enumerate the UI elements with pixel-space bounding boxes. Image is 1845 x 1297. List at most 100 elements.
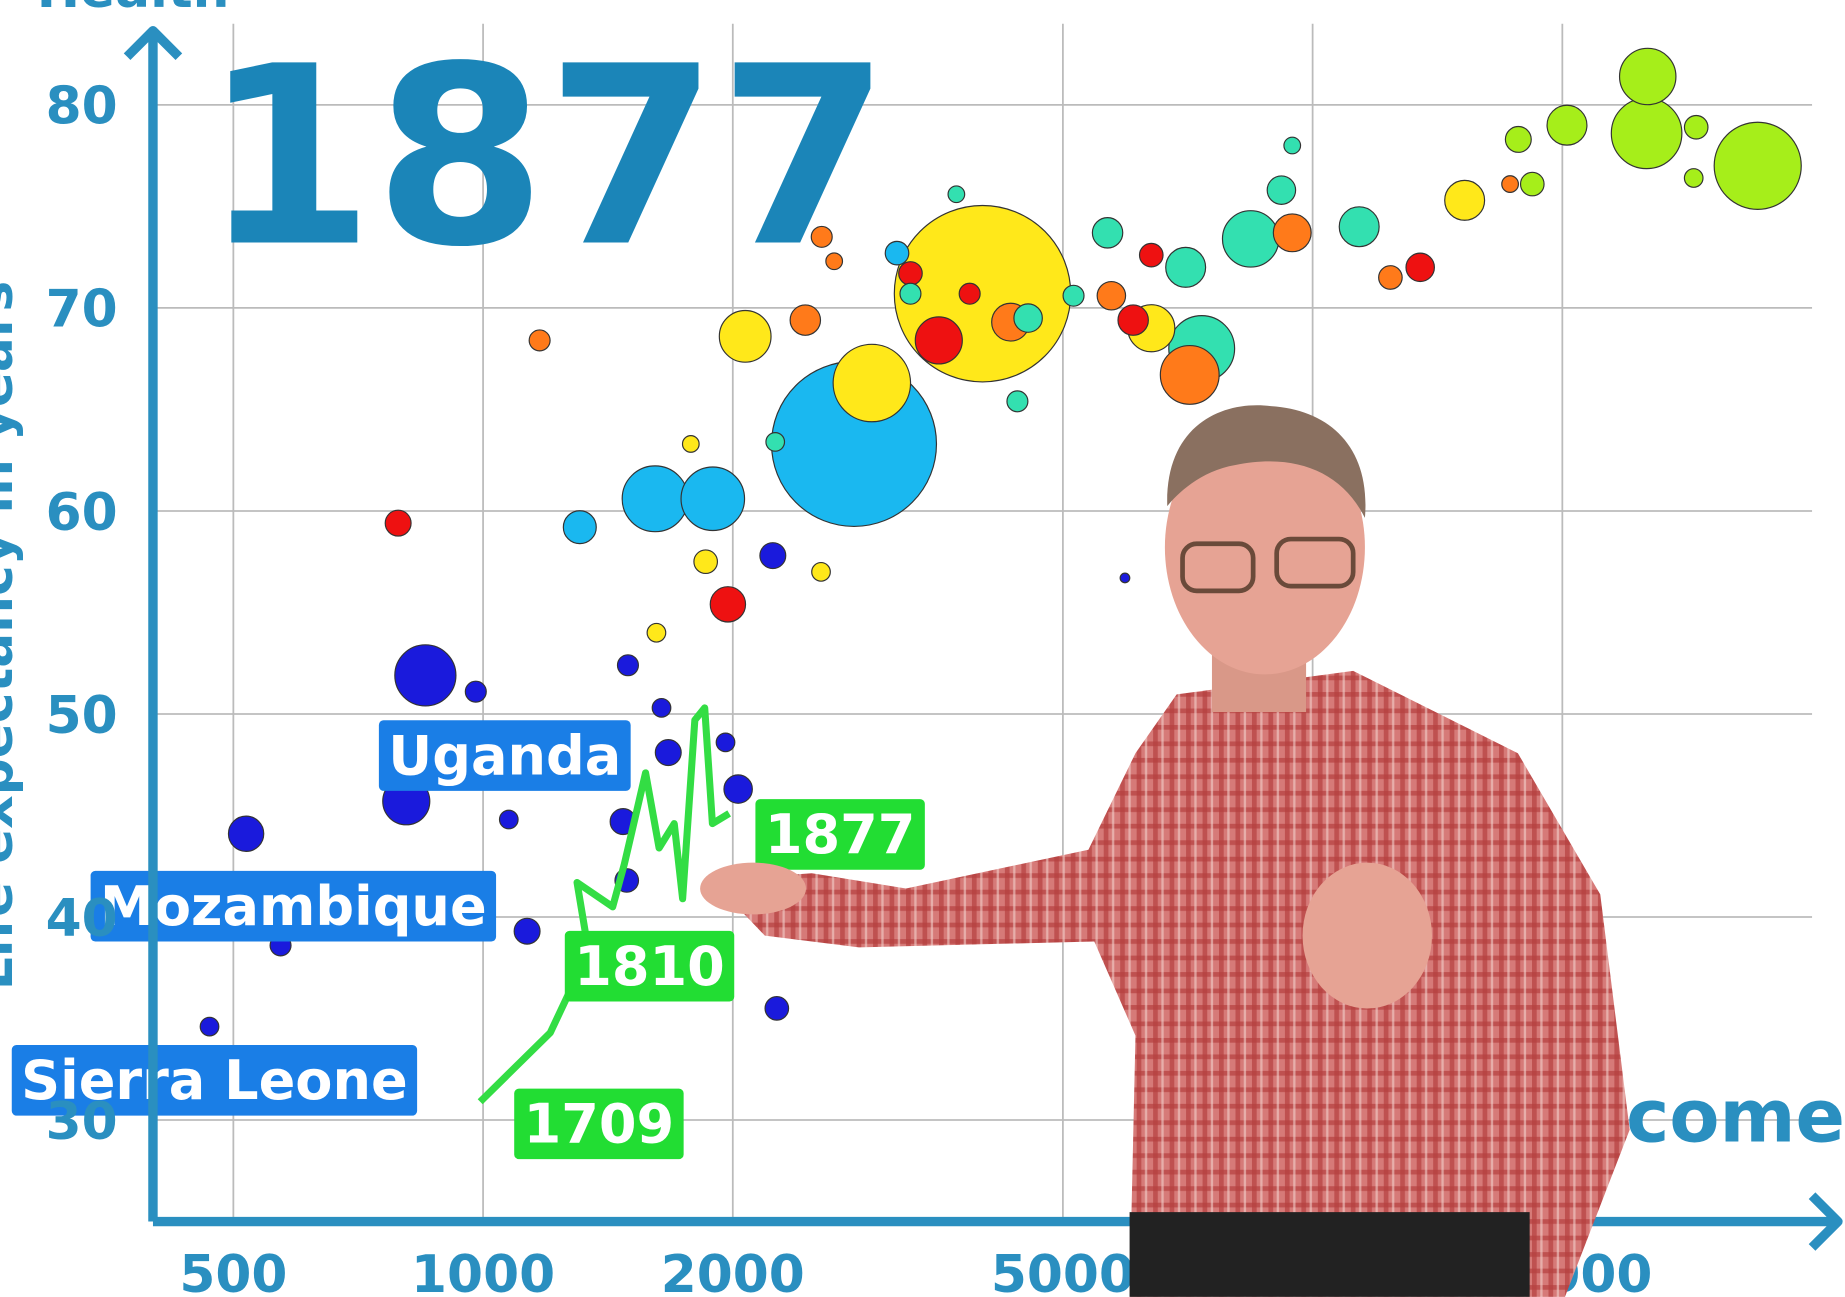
bubble (1405, 252, 1435, 283)
bubble (723, 774, 753, 804)
trousers (1129, 1212, 1530, 1297)
bubble (1013, 303, 1043, 333)
bubble (227, 815, 265, 852)
bubble (384, 509, 412, 537)
bubble (1117, 304, 1149, 336)
trail-year-label-box (514, 1088, 684, 1160)
bubble (1091, 217, 1124, 249)
bubble (1096, 280, 1127, 311)
country-label: Sierra Leone (21, 1049, 408, 1112)
bubble (621, 465, 689, 533)
country-label-box (11, 1045, 418, 1116)
bubble (1165, 246, 1207, 288)
bubble (693, 549, 719, 575)
bubble (1683, 168, 1704, 188)
y-tick-label: 80 (46, 77, 118, 137)
bubble (789, 304, 822, 336)
bubble (1272, 213, 1312, 253)
bubble (1504, 125, 1532, 153)
bubble (1283, 136, 1302, 155)
bubble (394, 644, 457, 707)
bubble (464, 680, 487, 703)
bubble (899, 282, 922, 305)
bubble (914, 316, 963, 365)
y-axis-label: Life expectancy in years (0, 281, 25, 990)
bubble (646, 622, 667, 643)
bubble (1266, 175, 1297, 205)
trail-year-label-box (755, 799, 925, 870)
bubble (1546, 104, 1588, 146)
trail-year-label: 1877 (765, 803, 916, 866)
bubble (764, 996, 790, 1021)
bubble (1519, 171, 1545, 197)
bubble (1119, 572, 1131, 584)
pointing-hand (700, 862, 807, 915)
fist (1302, 862, 1432, 1009)
head (1164, 420, 1365, 675)
bubble (654, 739, 682, 767)
bubble (681, 435, 700, 453)
bubble (199, 1016, 220, 1037)
bubble (958, 282, 981, 305)
bubble (765, 432, 786, 452)
trail-year-label: 1709 (524, 1093, 675, 1156)
presenter (700, 405, 1630, 1297)
x-tick-label: 1000 (411, 1245, 555, 1297)
chart-title: Health (37, 0, 230, 20)
hair (1167, 405, 1366, 518)
axes (123, 26, 1843, 1251)
bubble (759, 542, 787, 570)
bubble (715, 732, 736, 753)
trail-year-label-box (564, 930, 735, 1002)
bubble (513, 917, 541, 945)
bubble (651, 697, 672, 718)
bubble (1444, 179, 1486, 221)
y-tick-label: 50 (46, 686, 118, 746)
y-tick-label: 40 (46, 889, 118, 949)
bubble (811, 561, 831, 582)
bubble (616, 654, 639, 677)
bubble (1062, 284, 1085, 307)
bubble (1501, 175, 1519, 193)
bubble (810, 225, 833, 248)
shirt (711, 670, 1630, 1297)
bubble (1378, 265, 1403, 290)
marks (199, 47, 1802, 1105)
bubble (1338, 206, 1380, 248)
y-tick-label: 30 (46, 1092, 118, 1152)
bubble (825, 252, 844, 271)
country-label: Uganda (388, 724, 621, 787)
x-tick-label: 2000 (661, 1245, 805, 1297)
y-tick-label: 60 (46, 483, 118, 543)
country-label: Mozambique (100, 875, 487, 938)
bubble (718, 309, 772, 363)
bubble (1138, 242, 1164, 268)
glasses-left (1180, 541, 1256, 594)
country-label-box (90, 870, 497, 942)
bubble (709, 586, 747, 623)
bubble (562, 510, 597, 545)
year-label: 1877 (202, 15, 890, 302)
bubble (1610, 97, 1683, 170)
bubble (884, 240, 910, 266)
bubble (1618, 47, 1677, 106)
labels: Uganda Mozambique Sierra Leone 1877 1810 1709 (11, 720, 925, 1160)
glasses-right (1274, 536, 1356, 589)
bubble (498, 809, 519, 830)
bubble (1713, 121, 1802, 210)
bubble (1159, 344, 1220, 405)
trail-year-label: 1810 (574, 935, 725, 998)
bubble (1683, 114, 1709, 140)
bubble (1006, 390, 1029, 413)
y-tick-label: 70 (46, 280, 118, 340)
bubble (898, 261, 923, 286)
x-tick-label: 5000 (991, 1245, 1135, 1297)
bubble (1221, 210, 1280, 268)
x-tick-label: 500 (179, 1245, 287, 1297)
bubble (528, 329, 551, 352)
bubble (832, 343, 912, 423)
bubble (947, 185, 966, 204)
country-label-box (378, 720, 631, 791)
